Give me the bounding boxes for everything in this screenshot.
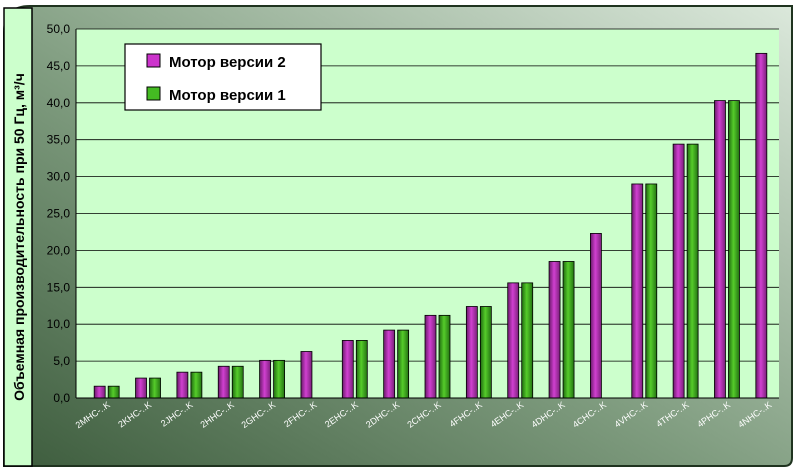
bar-series-1 — [672, 143, 685, 399]
legend-swatch-series-1 — [146, 53, 161, 68]
bar-series-2 — [479, 306, 492, 399]
y-tick-label: 45,0 — [47, 59, 71, 73]
bar-series-2 — [107, 385, 120, 399]
legend-label-series-1: Мотор версии 2 — [169, 54, 286, 71]
bar-series-2 — [521, 282, 534, 399]
bar-series-2 — [645, 183, 658, 399]
bar-series-1 — [93, 385, 106, 399]
bar-series-1 — [465, 306, 478, 399]
bar-series-1 — [383, 329, 396, 399]
legend-label-series-2: Мотор версии 1 — [169, 87, 286, 104]
y-tick-label: 50,0 — [47, 22, 71, 36]
y-tick-label: 20,0 — [47, 243, 71, 257]
bar-series-2 — [728, 100, 740, 399]
y-axis-ticks: 0,0 5,0 10,0 15,0 20,0 25,0 30,0 35,0 40,0 45,0 50… — [47, 22, 71, 405]
bar-series-1 — [217, 365, 230, 399]
y-tick-label: 40,0 — [47, 96, 71, 110]
legend: Мотор версии 2 Мотор версии 1 — [124, 43, 322, 111]
bar-series-2 — [231, 365, 244, 399]
bar-series-1 — [714, 100, 726, 399]
y-axis-label: Объемная производительность при 50 Гц, м… — [11, 73, 27, 401]
bar-series-1 — [507, 282, 520, 399]
y-tick-label: 30,0 — [47, 170, 71, 184]
bar-series-1 — [300, 351, 313, 399]
legend-swatch-series-2 — [146, 86, 161, 101]
y-axis-label-box — [3, 7, 33, 467]
y-tick-label: 35,0 — [47, 133, 71, 147]
bars — [93, 52, 768, 399]
bar-series-2 — [190, 371, 203, 399]
bar-series-2 — [686, 143, 699, 399]
bar-series-1 — [424, 314, 437, 399]
bar-series-1 — [590, 233, 602, 399]
bar-series-1 — [755, 52, 768, 399]
bar-series-1 — [176, 371, 189, 399]
bar-series-2 — [355, 340, 368, 399]
bar-series-1 — [135, 377, 147, 399]
bar-series-2 — [438, 314, 451, 399]
bar-series-2 — [149, 377, 161, 399]
y-tick-label: 25,0 — [47, 207, 71, 221]
bar-series-2 — [397, 329, 410, 399]
y-tick-label: 0,0 — [53, 391, 70, 405]
bar-series-2 — [273, 359, 285, 399]
bar-series-1 — [548, 261, 561, 399]
y-tick-label: 5,0 — [53, 354, 70, 368]
bar-series-1 — [631, 183, 644, 399]
bar-series-2 — [562, 261, 575, 399]
y-tick-label: 15,0 — [47, 280, 71, 294]
bar-series-1 — [341, 340, 354, 399]
bar-series-1 — [259, 359, 271, 399]
y-tick-label: 10,0 — [47, 317, 71, 331]
